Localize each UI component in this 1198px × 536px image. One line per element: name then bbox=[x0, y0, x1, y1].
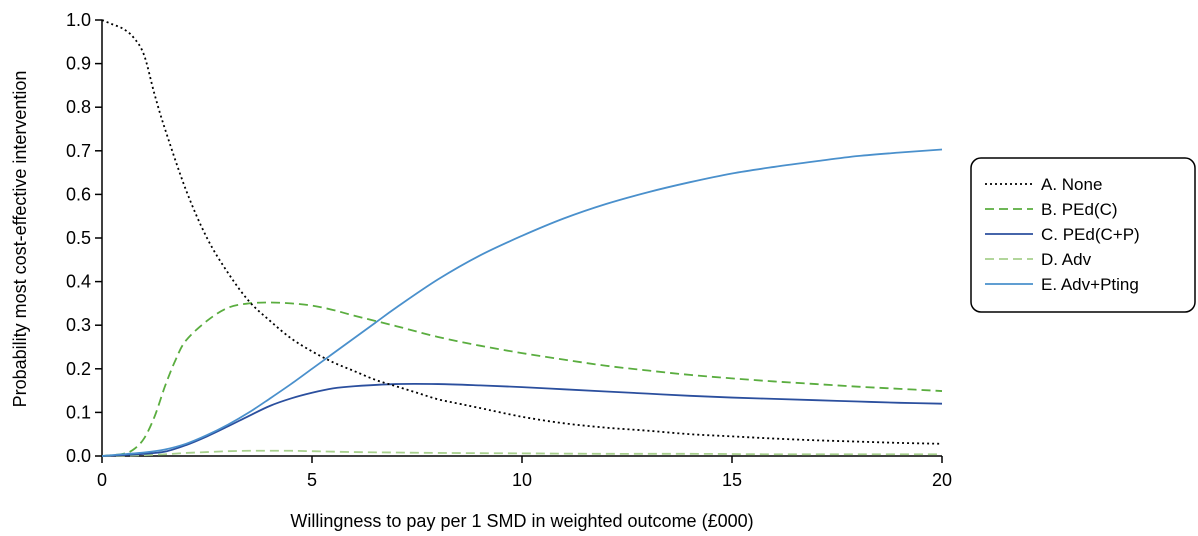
legend-label: C. PEd(C+P) bbox=[1041, 225, 1140, 244]
y-tick-label: 0.5 bbox=[66, 228, 91, 248]
legend-label: B. PEd(C) bbox=[1041, 200, 1118, 219]
y-tick-label: 1.0 bbox=[66, 10, 91, 30]
plot-lines bbox=[101, 19, 943, 457]
y-tick-label: 0.9 bbox=[66, 54, 91, 74]
y-tick-label: 0.3 bbox=[66, 315, 91, 335]
x-tick-label: 20 bbox=[932, 470, 952, 490]
x-tick-label: 0 bbox=[97, 470, 107, 490]
y-tick-label: 0.1 bbox=[66, 402, 91, 422]
axes: 0.0 0.1 0.2 0.3 0.4 0.5 0.6 0.7 0.8 0.9 1.0 0 5 10 15 2… bbox=[66, 10, 952, 490]
series-line-1 bbox=[101, 19, 943, 445]
x-tick-label: 15 bbox=[722, 470, 742, 490]
y-axis-title: Probability most cost-effective interven… bbox=[10, 71, 30, 408]
series-line-2 bbox=[101, 301, 943, 457]
y-tick-label: 0.6 bbox=[66, 184, 91, 204]
y-tick-label: 0.4 bbox=[66, 272, 91, 292]
legend-label: D. Adv bbox=[1041, 250, 1092, 269]
y-tick-label: 0.8 bbox=[66, 97, 91, 117]
y-tick-label: 0.0 bbox=[66, 446, 91, 466]
legend-label: E. Adv+Pting bbox=[1041, 275, 1139, 294]
legend-box bbox=[970, 157, 1196, 313]
x-tick-label: 10 bbox=[512, 470, 532, 490]
legend: A. None B. PEd(C) C. PEd(C+P) D. Adv E. Adv+… bbox=[970, 157, 1196, 313]
y-tick-label: 0.7 bbox=[66, 141, 91, 161]
series-line-3 bbox=[101, 382, 943, 457]
x-tick-label: 5 bbox=[307, 470, 317, 490]
series-line-4 bbox=[101, 449, 942, 457]
legend-label: A. None bbox=[1041, 175, 1102, 194]
x-axis-title: Willingness to pay per 1 SMD in weighted… bbox=[290, 511, 753, 531]
y-tick-label: 0.2 bbox=[66, 359, 91, 379]
series-line-5 bbox=[101, 148, 943, 457]
